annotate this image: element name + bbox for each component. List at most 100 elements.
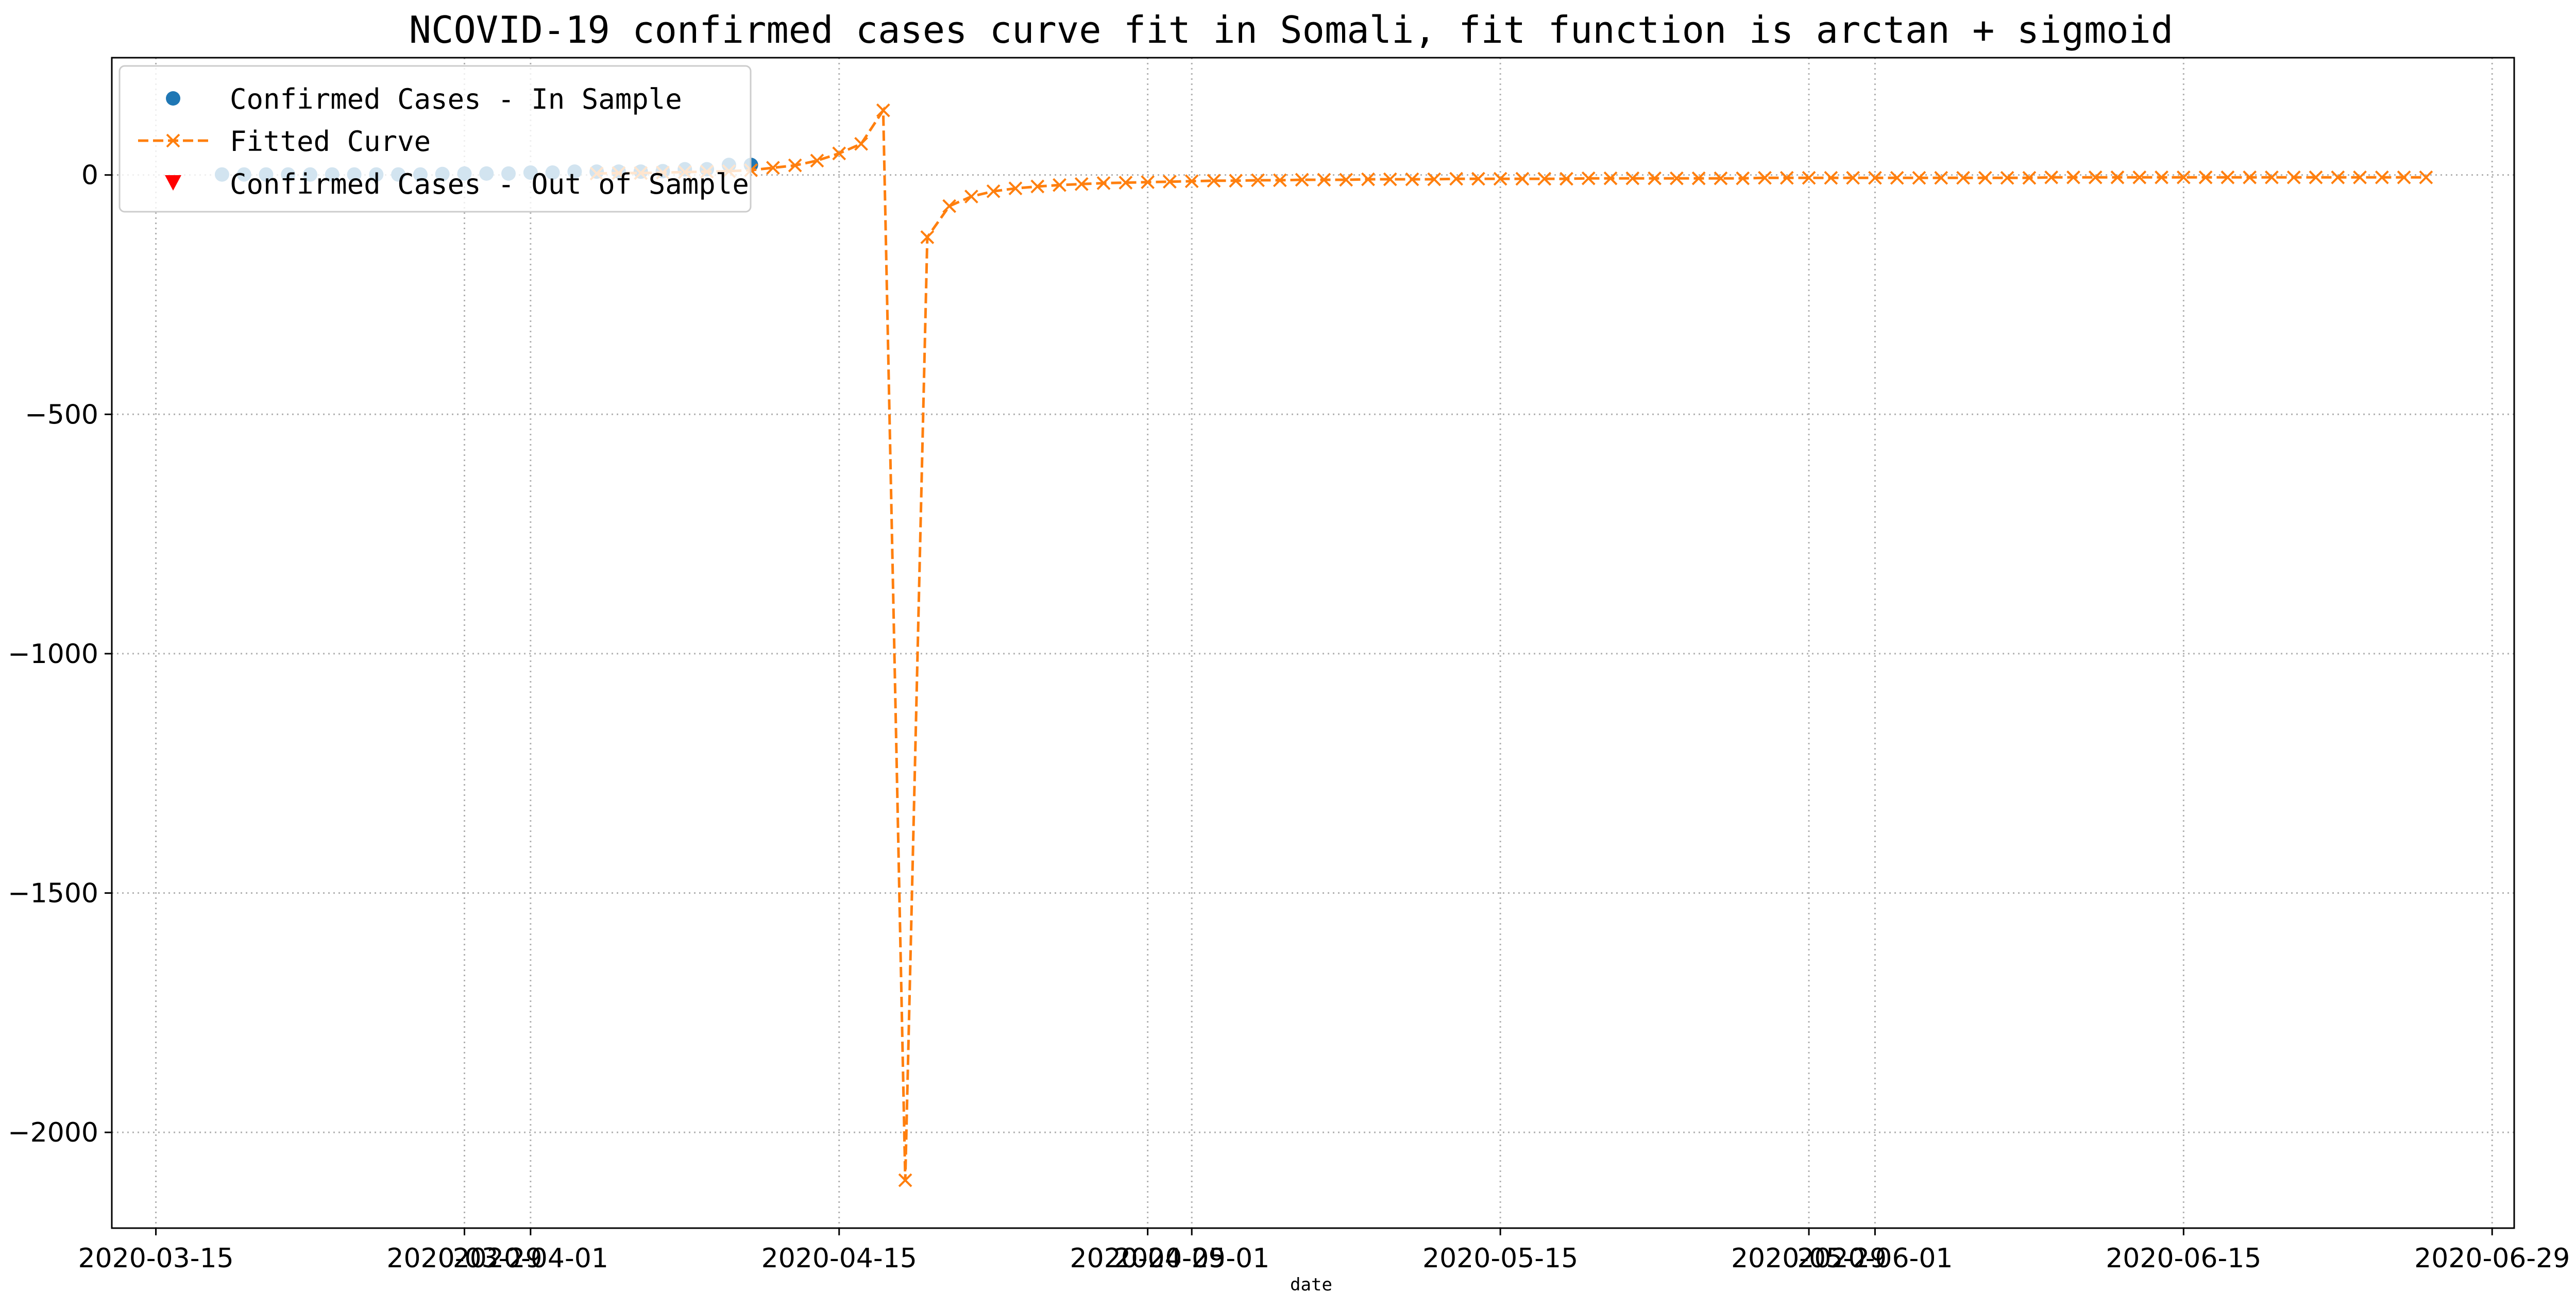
fitted-curve-point: [1030, 179, 1045, 194]
fitted-curve-point: [1184, 174, 1199, 189]
x-tick-label: 2020-03-15: [78, 1243, 233, 1274]
fitted-curve-point: [1890, 171, 1904, 185]
fitted-curve-point: [876, 103, 890, 117]
fitted-curve-point: [1471, 172, 1485, 186]
fitted-curve-point: [1714, 171, 1728, 185]
fitted-curve-point: [1603, 171, 1618, 185]
x-tick-label: 2020-06-15: [2106, 1243, 2261, 1274]
fitted-curve-point: [2176, 170, 2191, 184]
x-tick-label: 2020-04-29: [1070, 1243, 1226, 1274]
x-tick-label: 2020-05-15: [1422, 1243, 1578, 1274]
fitted-curve-point: [1317, 173, 1331, 187]
fitted-curve-point: [1515, 172, 1530, 186]
fitted-curve-point: [1141, 175, 1155, 190]
fitted-curve-point: [1383, 172, 1397, 186]
fitted-curve-point: [1053, 178, 1066, 192]
fitted-curve-point: [2221, 170, 2235, 184]
fitted-curve-point: [1163, 175, 1177, 189]
fitted-curve-point: [1736, 171, 1750, 185]
fitted-curve-point: [2044, 170, 2059, 184]
y-tick-label: −1500: [8, 878, 98, 909]
fitted-curve-point: [2286, 170, 2301, 184]
fitted-curve-point: [1207, 174, 1221, 188]
fitted-curve-point: [2375, 170, 2389, 184]
fitted-curve-point: [2110, 170, 2125, 184]
fitted-curve-point: [2022, 171, 2037, 185]
fitted-curve-point: [898, 1173, 912, 1187]
fitted-curve-point: [1008, 181, 1023, 196]
legend-box: [118, 65, 752, 213]
plot-frame: [111, 57, 2515, 1229]
x-tick-label: 2020-03-29: [386, 1243, 542, 1274]
fitted-curve-point: [1648, 171, 1662, 185]
fitted-curve-point: [964, 190, 978, 203]
fitted-curve-point: [942, 199, 957, 213]
fitted-curve-point: [1780, 171, 1794, 185]
fitted-curve-point: [1339, 173, 1353, 187]
y-tick-label: −500: [25, 399, 98, 430]
fitted-curve-point: [2309, 170, 2323, 184]
fitted-curve-point: [1691, 171, 1706, 185]
legend-out-of-sample-marker: [165, 175, 181, 191]
fitted-curve-point: [1758, 171, 1772, 185]
fitted-curve-point: [2331, 170, 2345, 184]
fitted-curve-point: [788, 158, 802, 173]
fitted-curve-point: [1978, 171, 1992, 185]
x-tick-label: 2020-05-01: [1114, 1243, 1269, 1274]
series-fitted-curve: [589, 103, 2433, 1187]
chart-title: NCOVID-19 confirmed cases curve fit in S…: [409, 8, 2173, 52]
fitted-curve-point: [2132, 170, 2147, 184]
x-axis-label: date: [1290, 1274, 1332, 1295]
fitted-curve-point: [2066, 170, 2080, 184]
fitted-curve-point: [1493, 172, 1507, 186]
fitted-curve-point: [832, 146, 846, 161]
legend: Confirmed Cases - In Sample Fitted Curve C…: [118, 65, 752, 213]
fitted-curve-point: [1824, 171, 1838, 185]
fitted-curve-point: [2198, 170, 2213, 184]
fitted-curve-point: [1361, 172, 1375, 186]
fitted-curve-point: [1912, 171, 1926, 185]
fitted-curve-point: [1074, 177, 1089, 191]
fitted-curve-point: [920, 230, 935, 244]
fitted-curve-point: [2243, 170, 2257, 184]
fitted-curve-point: [1273, 173, 1287, 188]
fitted-curve-point: [1802, 171, 1816, 185]
fitted-curve-point: [766, 161, 780, 175]
fitted-curve-point: [1251, 173, 1265, 188]
fitted-curve-point: [854, 137, 868, 151]
legend-label: Confirmed Cases - In Sample: [230, 83, 682, 115]
fitted-curve-point: [810, 154, 824, 168]
x-tick-label: 2020-06-29: [2414, 1243, 2570, 1274]
fitted-curve-point: [2419, 170, 2433, 184]
legend-label: Fitted Curve: [230, 125, 431, 158]
y-tick-label: 0: [81, 160, 98, 191]
x-tick-label: 2020-06-01: [1797, 1243, 1953, 1274]
fitted-curve-point: [1118, 176, 1133, 190]
fitted-curve-point: [1846, 171, 1860, 185]
fitted-curve-point: [1449, 172, 1463, 186]
x-tick-label: 2020-04-15: [761, 1243, 917, 1274]
x-tick-label: 2020-04-01: [453, 1243, 608, 1274]
fitted-curve-point: [986, 184, 1001, 198]
fitted-curve-point: [1934, 171, 1948, 185]
fitted-curve-point: [1868, 171, 1882, 185]
fitted-curve-point: [2000, 171, 2014, 185]
fitted-curve-point: [2265, 170, 2279, 184]
x-tick-label: 2020-05-29: [1731, 1243, 1887, 1274]
y-tick-label: −2000: [8, 1117, 98, 1148]
legend-in-sample-marker: [166, 91, 180, 106]
fitted-curve-point: [2397, 170, 2411, 184]
fitted-curve-point: [2088, 170, 2103, 184]
fitted-curve-point: [1229, 174, 1243, 188]
fitted-curve-point: [1295, 173, 1309, 187]
fitted-curve-point: [2353, 170, 2367, 184]
fitted-curve-point: [1427, 172, 1442, 186]
grid: [112, 58, 2514, 1228]
fitted-curve-point: [1405, 172, 1419, 186]
fitted-curve-point: [1096, 176, 1111, 190]
legend-label: Confirmed Cases - Out of Sample: [230, 168, 749, 200]
fitted-curve-line: [597, 106, 2426, 1181]
